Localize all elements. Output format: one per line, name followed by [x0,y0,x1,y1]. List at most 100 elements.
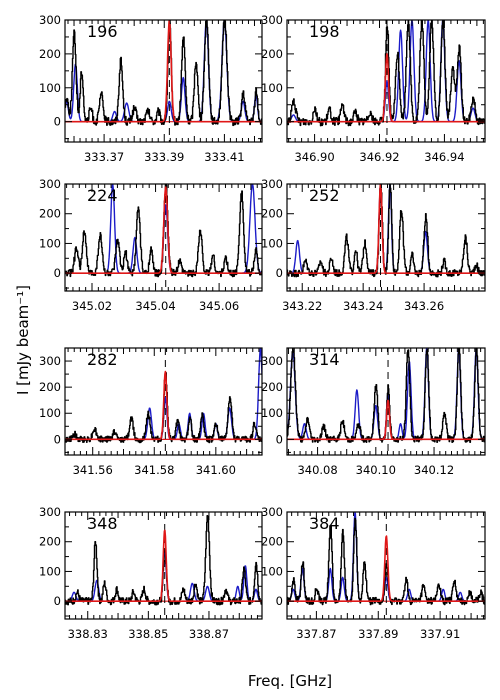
x-tick-label: 343.26 [404,299,444,313]
panel-frame [286,183,486,292]
panel-label: 198 [309,22,340,41]
y-tick-label: 300 [39,13,61,27]
line-model-spectrum [287,53,485,123]
plot-area [65,20,262,142]
panel-grid: 0 100 200 300 333.37 333.39 333.41 196 0 100 200 30… [39,13,486,641]
x-tick-label: 338.87 [189,627,229,641]
y-tick-label: 100 [261,406,283,420]
x-tick-label: 337.89 [358,627,398,641]
x-tick-label: 345.06 [199,299,239,313]
plot-area [65,184,262,291]
y-tick-label: 0 [54,266,61,280]
panel-label: 314 [309,350,340,369]
y-tick-label: 0 [54,594,61,608]
y-tick-label: 0 [276,266,283,280]
y-tick-label: 200 [261,47,283,61]
spectrum-panel: 0 100 200 300 343.22 343.24 343.26 252 [261,177,486,313]
y-tick-label: 200 [39,207,61,221]
x-tick-label: 346.92 [359,150,399,164]
spectrum-panel: 0 100 200 300 333.37 333.39 333.41 196 [39,13,263,164]
x-tick-label: 341.60 [196,463,236,477]
line-model-spectrum [287,399,485,441]
line-model-spectrum [287,184,485,274]
x-tick-label: 338.85 [128,627,168,641]
plot-area [287,348,485,455]
y-tick-label: 100 [39,564,61,578]
panel-frame [64,183,263,292]
plot-area [287,184,485,291]
y-tick-label: 200 [261,207,283,221]
x-tick-label: 343.24 [343,299,383,313]
y-tick-label: 200 [261,380,283,394]
panel-label: 224 [87,186,118,205]
y-tick-label: 100 [39,406,61,420]
spectrum-panel: 0 100 200 300 340.08 340.10 340.12 314 [261,347,486,477]
observed-spectrum [65,20,262,127]
y-tick-label: 100 [261,236,283,250]
y-tick-label: 300 [39,177,61,191]
y-tick-label: 0 [276,432,283,446]
panel-label: 282 [87,350,118,369]
spectrum-panel: 0 100 200 300 337.87 337.89 337.91 384 [261,505,486,641]
panel-frame [286,511,486,620]
panel-frame [64,511,263,620]
line-model-spectrum [287,535,485,602]
panel-frame [64,19,263,143]
x-tick-label: 346.90 [294,150,334,164]
x-tick-label: 341.56 [73,463,113,477]
y-tick-label: 300 [261,177,283,191]
plot-area [65,512,262,619]
x-tick-label: 340.12 [414,463,454,477]
x-tick-label: 333.39 [144,150,184,164]
y-tick-label: 100 [261,564,283,578]
x-tick-label: 341.58 [134,463,174,477]
panel-label: 384 [309,514,340,533]
y-tick-label: 100 [39,81,61,95]
y-tick-label: 300 [261,354,283,368]
y-tick-label: 0 [276,594,283,608]
line-model-spectrum [65,370,262,441]
x-tick-label: 340.08 [297,463,337,477]
y-tick-label: 300 [39,505,61,519]
plot-area [287,20,485,142]
y-tick-label: 200 [261,535,283,549]
y-tick-label: 200 [39,535,61,549]
y-tick-label: 100 [261,81,283,95]
spectrum-panel: 0 100 200 300 338.83 338.85 338.87 348 [39,505,263,641]
spectrum-panel: 0 100 200 300 346.90 346.92 346.94 198 [261,13,486,164]
x-tick-label: 340.10 [356,463,396,477]
y-tick-label: 0 [54,115,61,129]
panel-label: 252 [309,186,340,205]
y-tick-label: 200 [39,380,61,394]
x-tick-label: 337.91 [420,627,460,641]
observed-spectrum [287,20,485,127]
plot-area [65,348,262,455]
panel-frame [64,347,263,456]
observed-spectrum [287,184,485,278]
x-tick-label: 343.22 [282,299,322,313]
x-tick-label: 345.04 [135,299,175,313]
line-model-spectrum [65,186,262,274]
y-tick-label: 300 [261,505,283,519]
plot-area [287,512,485,619]
x-tick-label: 333.41 [204,150,244,164]
x-axis-title: Freq. [GHz] [248,672,332,690]
y-axis-title: I [mJy beam⁻¹] [14,285,32,395]
y-tick-label: 300 [261,13,283,27]
x-tick-label: 345.02 [72,299,112,313]
spectrum-panel: 0 100 200 300 345.02 345.04 345.06 224 [39,177,263,313]
y-tick-label: 100 [39,236,61,250]
line-model-spectrum [65,20,262,123]
y-tick-label: 0 [54,432,61,446]
observed-spectrum [287,517,485,606]
panel-frame [286,347,486,456]
panel-label: 196 [87,22,118,41]
x-tick-label: 333.37 [84,150,124,164]
y-tick-label: 200 [39,47,61,61]
x-tick-label: 338.83 [68,627,108,641]
y-tick-label: 0 [276,115,283,129]
line-model-spectrum [65,529,262,602]
panel-label: 348 [87,514,118,533]
x-tick-label: 337.87 [296,627,336,641]
